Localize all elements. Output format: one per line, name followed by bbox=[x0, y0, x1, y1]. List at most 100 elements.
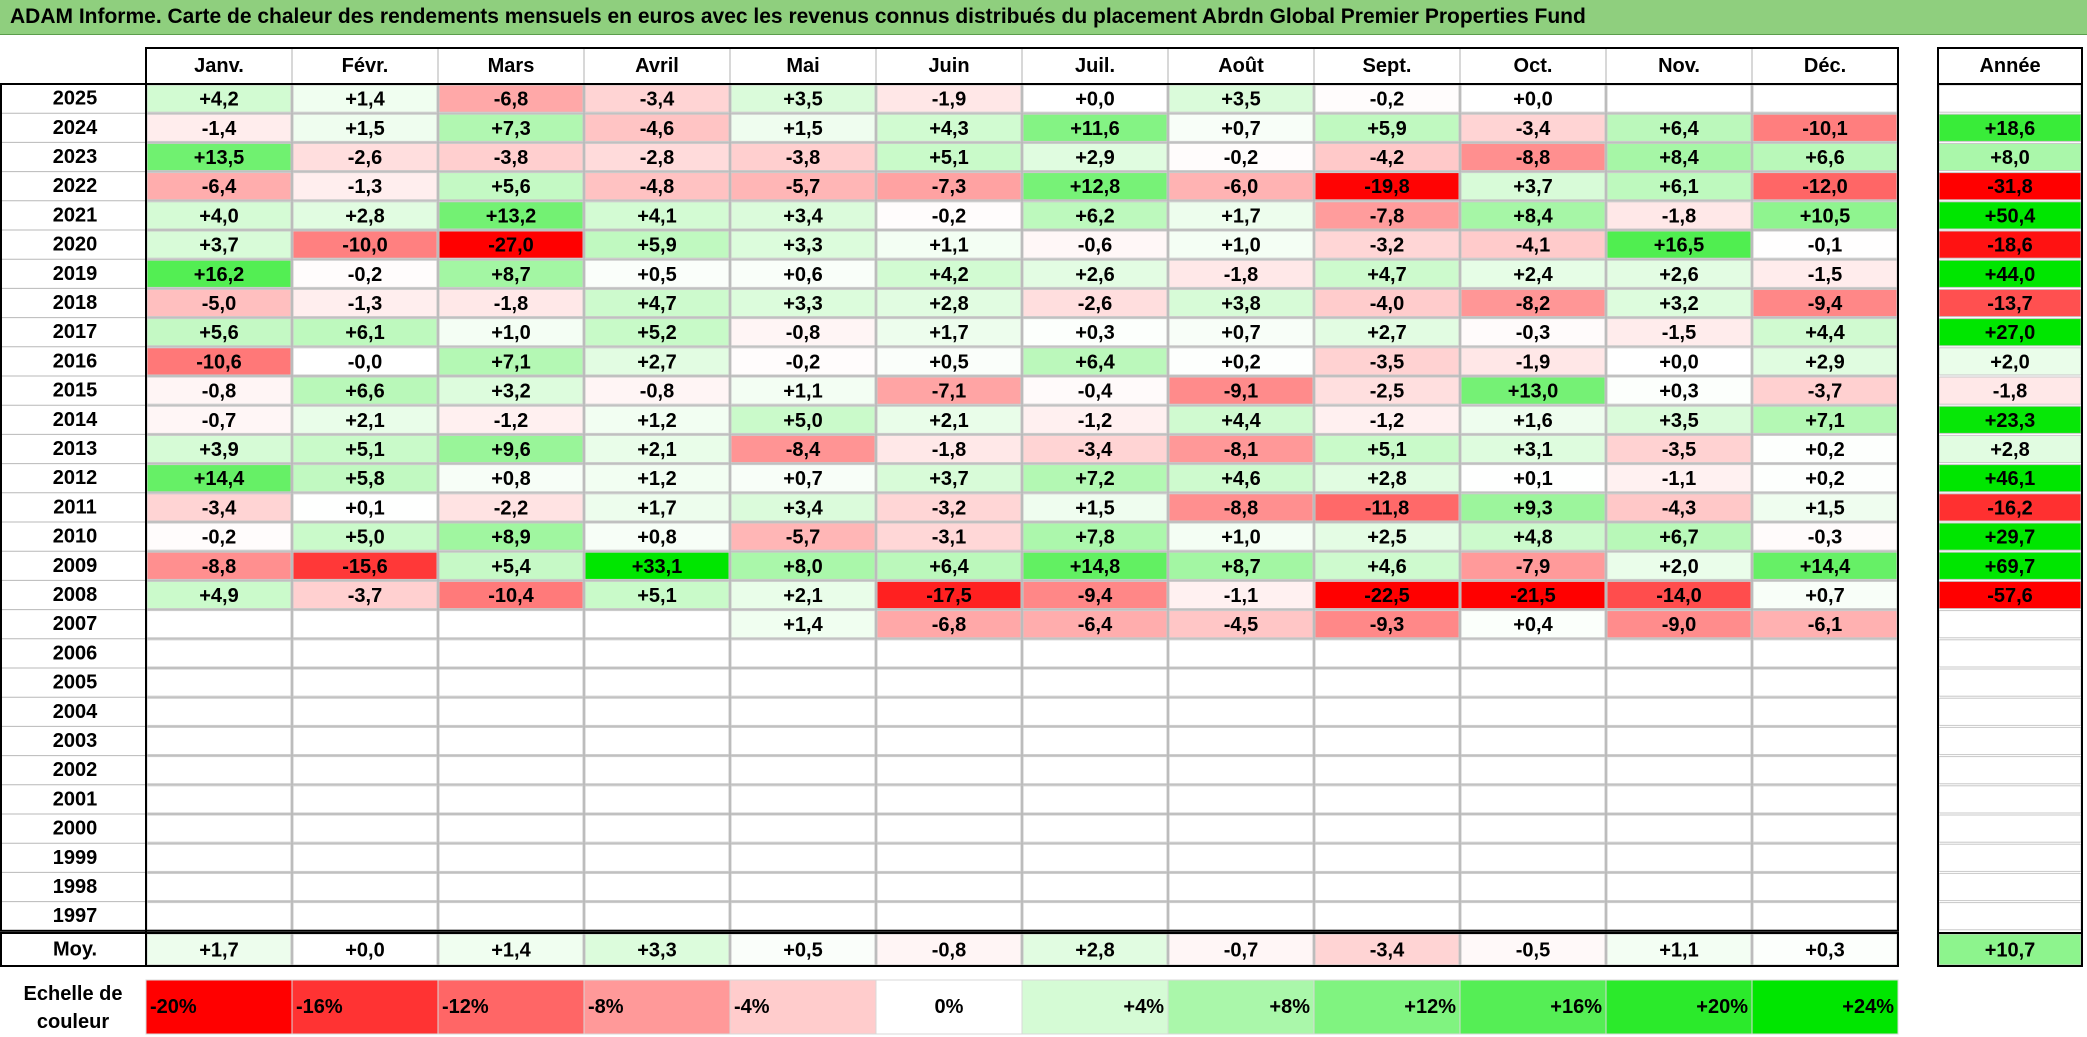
cell-value: +1,2 bbox=[637, 410, 676, 432]
heatmap-cell bbox=[438, 201, 584, 230]
heatmap-cell bbox=[730, 902, 876, 931]
heatmap-cell bbox=[1606, 668, 1752, 697]
month-header: Mars bbox=[488, 55, 535, 77]
heatmap-cell bbox=[1606, 580, 1752, 610]
heatmap-cell bbox=[438, 551, 584, 580]
heatmap-cell bbox=[584, 405, 730, 434]
cell-value: +2,5 bbox=[1367, 527, 1406, 549]
cell-value: -4,1 bbox=[1516, 235, 1550, 257]
cell-value: +2,0 bbox=[1659, 556, 1698, 578]
heatmap-cell bbox=[876, 201, 1022, 230]
heatmap-cell bbox=[1752, 84, 1898, 113]
cell-value: -4,5 bbox=[1224, 614, 1258, 636]
heatmap-cell bbox=[1168, 434, 1314, 464]
annual-value: +8,0 bbox=[1990, 147, 2029, 169]
heatmap-cell bbox=[1022, 259, 1168, 288]
heatmap-cell bbox=[1168, 814, 1314, 843]
heatmap-cell bbox=[1022, 464, 1168, 493]
cell-value: -3,5 bbox=[1370, 351, 1404, 373]
cell-value: +3,7 bbox=[199, 235, 238, 257]
heatmap-cell bbox=[292, 580, 438, 610]
heatmap-cell bbox=[292, 376, 438, 405]
annual-value: +69,7 bbox=[1985, 556, 2036, 578]
heatmap-cell bbox=[1752, 756, 1898, 785]
cell-value: -0,2 bbox=[1370, 89, 1404, 111]
heatmap-cell bbox=[1460, 522, 1606, 551]
heatmap-cell bbox=[1752, 318, 1898, 347]
heatmap-cell bbox=[1314, 230, 1460, 259]
heatmap-cell bbox=[584, 172, 730, 201]
heatmap-cell bbox=[584, 230, 730, 259]
cell-value: -10,6 bbox=[196, 351, 242, 373]
heatmap-cell bbox=[438, 726, 584, 756]
heatmap-cell bbox=[1022, 493, 1168, 522]
cell-value: -3,7 bbox=[1808, 381, 1842, 403]
heatmap-cell bbox=[1752, 580, 1898, 610]
cell-value: +0,8 bbox=[637, 527, 676, 549]
heatmap-cell bbox=[1606, 376, 1752, 405]
heatmap-cell bbox=[730, 288, 876, 318]
heatmap-cell bbox=[730, 639, 876, 668]
cell-value: +6,6 bbox=[345, 381, 384, 403]
heatmap-cell bbox=[1022, 872, 1168, 902]
cell-value: +0,7 bbox=[783, 468, 822, 490]
scale-value: +16% bbox=[1550, 996, 1602, 1018]
heatmap-cell bbox=[1460, 785, 1606, 814]
heatmap-cell bbox=[438, 756, 584, 785]
cell-value: +3,3 bbox=[783, 235, 822, 257]
cell-value: +8,0 bbox=[783, 556, 822, 578]
heatmap-cell bbox=[1460, 610, 1606, 639]
heatmap-cell bbox=[1460, 405, 1606, 434]
annual-cell bbox=[1938, 639, 2082, 668]
heatmap-cell bbox=[876, 464, 1022, 493]
cell-value: -9,4 bbox=[1078, 585, 1113, 607]
heatmap-cell bbox=[584, 493, 730, 522]
heatmap-cell bbox=[438, 639, 584, 668]
heatmap-cell bbox=[146, 580, 292, 610]
heatmap-cell bbox=[1022, 434, 1168, 464]
cell-value: -0,3 bbox=[1808, 527, 1842, 549]
heatmap-cell bbox=[292, 201, 438, 230]
month-header: Janv. bbox=[194, 55, 244, 77]
heatmap-cell bbox=[292, 814, 438, 843]
average-value: +0,3 bbox=[1805, 940, 1844, 962]
heatmap-cell bbox=[876, 610, 1022, 639]
cell-value: +5,9 bbox=[637, 235, 676, 257]
cell-value: +4,9 bbox=[199, 585, 238, 607]
year-label: 2013 bbox=[53, 438, 98, 460]
annual-value: +2,0 bbox=[1990, 351, 2029, 373]
heatmap-cell bbox=[1460, 318, 1606, 347]
cell-value: +0,0 bbox=[1659, 351, 1698, 373]
annual-cell bbox=[1938, 405, 2082, 434]
heatmap-cell bbox=[1460, 172, 1606, 201]
cell-value: -19,8 bbox=[1364, 176, 1410, 198]
heatmap-cell bbox=[1314, 580, 1460, 610]
heatmap-cell bbox=[876, 113, 1022, 142]
cell-value: +1,4 bbox=[783, 614, 823, 636]
cell-value: -21,5 bbox=[1510, 585, 1556, 607]
cell-value: -0,0 bbox=[348, 351, 382, 373]
heatmap-cell bbox=[1752, 843, 1898, 872]
heatmap-cell bbox=[1022, 172, 1168, 201]
cell-value: -1,9 bbox=[932, 89, 966, 111]
year-label: 2000 bbox=[53, 818, 98, 840]
heatmap-cell bbox=[584, 639, 730, 668]
heatmap-cell bbox=[146, 668, 292, 697]
heatmap-cell bbox=[292, 493, 438, 522]
cell-value: +2,4 bbox=[1513, 264, 1553, 286]
heatmap-cell bbox=[1460, 902, 1606, 931]
cell-value: +0,2 bbox=[1221, 351, 1260, 373]
heatmap-cell bbox=[292, 405, 438, 434]
heatmap-cell bbox=[1168, 902, 1314, 931]
cell-value: +4,6 bbox=[1221, 468, 1260, 490]
annual-cell bbox=[1938, 347, 2082, 376]
cell-value: -1,3 bbox=[348, 176, 382, 198]
heatmap-cell bbox=[584, 814, 730, 843]
heatmap-cell bbox=[292, 464, 438, 493]
heatmap-cell bbox=[1606, 230, 1752, 259]
annual-value: -57,6 bbox=[1987, 585, 2033, 607]
cell-value: -1,4 bbox=[202, 118, 237, 140]
year-label: 2002 bbox=[53, 759, 98, 781]
heatmap-cell bbox=[438, 814, 584, 843]
heatmap-cell bbox=[1752, 551, 1898, 580]
